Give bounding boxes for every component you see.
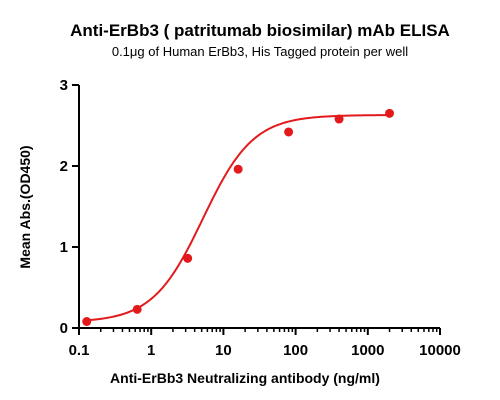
data-point: [385, 108, 395, 118]
x-tick-label: 10000: [419, 342, 461, 359]
data-point: [132, 304, 142, 314]
data-point: [233, 164, 243, 174]
x-tick-label: 1: [147, 342, 155, 359]
x-axis-minor-ticks: [99, 328, 438, 332]
fit-curve: [86, 114, 390, 322]
data-points: [82, 108, 395, 327]
x-tick-label: 0.1: [69, 342, 90, 359]
chart-title: Anti-ErBb3 ( patritumab biosimilar) mAb …: [70, 21, 450, 40]
chart-subtitle: 0.1μg of Human ErBb3, His Tagged protein…: [112, 44, 408, 59]
data-point: [183, 253, 193, 263]
x-tick-label: 100: [283, 342, 308, 359]
x-axis-ticks: 0.1 1 10 100 1000 10000: [69, 328, 461, 359]
x-axis-label: Anti-ErBb3 Neutralizing antibody (ng/ml): [110, 370, 380, 386]
data-point: [82, 317, 92, 327]
data-point: [284, 127, 294, 137]
y-tick-label: 3: [60, 77, 68, 94]
x-tick-label: 1000: [351, 342, 384, 359]
y-tick-label: 2: [60, 158, 68, 175]
y-axis-label: Mean Abs.(OD450): [17, 145, 33, 268]
y-tick-label: 1: [60, 239, 68, 256]
y-tick-label: 0: [60, 320, 68, 337]
y-axis-ticks: 0 1 2 3: [60, 77, 79, 337]
x-tick-label: 10: [215, 342, 232, 359]
data-point: [334, 114, 344, 124]
